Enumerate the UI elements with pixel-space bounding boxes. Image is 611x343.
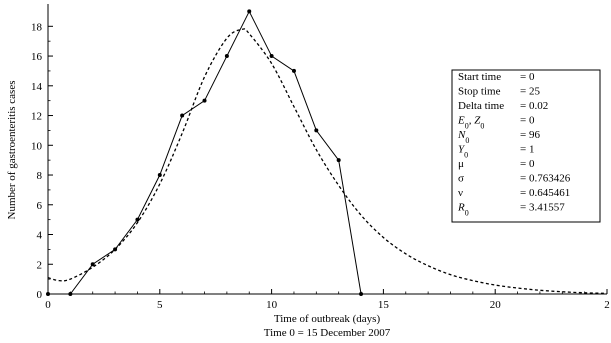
y-tick-label: 8: [37, 170, 43, 182]
x-tick-label: 15: [378, 299, 390, 311]
x-tick-label: 5: [157, 299, 163, 311]
data-point: [224, 54, 229, 59]
parameter-name: E0, Z0: [457, 115, 484, 131]
y-tick-label: 2: [37, 259, 43, 271]
axes: [47, 4, 607, 295]
data-point: [157, 173, 162, 178]
y-tick-label: 16: [31, 51, 43, 63]
parameter-name: μ: [458, 158, 464, 170]
parameter-name: Start time: [458, 71, 501, 83]
y-tick-label: 6: [37, 200, 43, 212]
parameter-value: = 0: [520, 115, 535, 127]
parameter-box-frame: [451, 69, 601, 223]
parameter-name: σ: [458, 173, 464, 185]
parameter-name: N0: [457, 129, 469, 145]
data-point: [359, 292, 364, 296]
x-axis-sublabel: Time 0 = 15 December 2007: [264, 327, 391, 339]
y-tick-label: 14: [31, 81, 43, 93]
x-tick-label: 10: [266, 299, 278, 311]
parameter-box: Start time = 0 Stop time = 25 Delta time = 0.…: [451, 69, 601, 223]
y-tick-label: 0: [37, 289, 43, 301]
observed-cases-line: [48, 10, 362, 295]
parameter-value: = 0: [520, 158, 535, 170]
series-layer: [46, 9, 608, 296]
y-tick-label: 4: [37, 230, 43, 242]
parameter-value: = 96: [520, 129, 540, 141]
parameter-value: = 0.645461: [520, 187, 570, 199]
parameter-value: = 0: [520, 71, 535, 83]
x-axis-label: Time of outbreak (days): [274, 313, 381, 325]
parameter-value: = 1: [520, 144, 534, 156]
y-tick-label: 18: [31, 21, 43, 33]
data-point: [46, 292, 50, 296]
parameter-value: = 3.41557: [520, 202, 565, 214]
data-point: [68, 292, 73, 296]
x-tick-label: 20: [490, 299, 502, 311]
parameter-name: R0: [457, 202, 469, 218]
x-tick-label: 0: [45, 299, 51, 311]
parameter-value: = 0.02: [520, 100, 548, 112]
x-tick-label: 2: [604, 299, 610, 311]
parameter-value: = 25: [520, 86, 540, 98]
parameter-value: = 0.763426: [520, 173, 571, 185]
y-tick-label: 12: [31, 111, 42, 123]
parameter-name: Stop time: [458, 86, 501, 98]
data-point: [180, 113, 185, 118]
y-ticks: 0 2 4 6 8 10 12 14 16 18: [31, 21, 53, 301]
parameter-name: ν: [458, 187, 463, 199]
y-axis-label: Number of gastroenteritis cases: [6, 81, 18, 220]
data-point: [247, 9, 252, 14]
data-point: [90, 262, 95, 267]
data-point: [135, 217, 140, 222]
x-ticks: 0 5 10 15 20 2: [45, 289, 610, 311]
parameter-name: Y0: [458, 144, 468, 160]
parameter-name: Delta time: [458, 100, 504, 112]
data-point: [269, 54, 274, 59]
data-point: [202, 98, 207, 103]
data-point: [291, 68, 296, 73]
data-point: [336, 158, 341, 163]
y-tick-label: 10: [31, 140, 43, 152]
data-point: [314, 128, 319, 133]
